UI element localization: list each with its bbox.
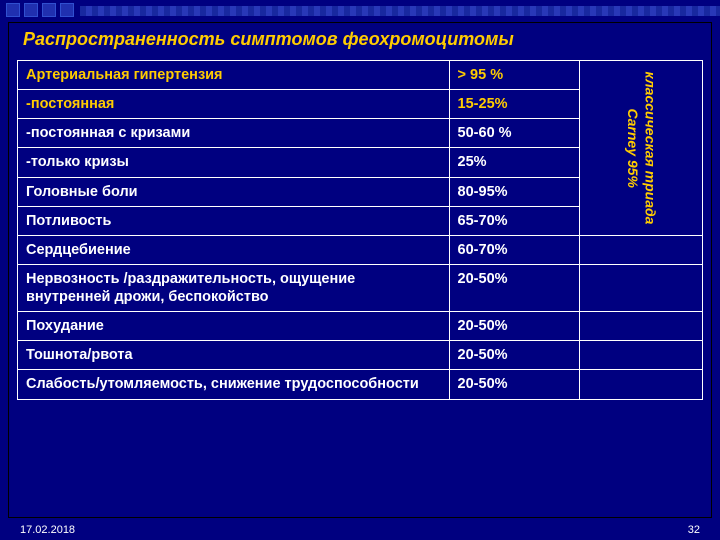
table-row: Похудание20-50%	[18, 312, 703, 341]
table-row: Тошнота/рвота20-50%	[18, 341, 703, 370]
symptom-cell: -только кризы	[18, 148, 450, 177]
table-row: Сердцебиение60-70%	[18, 235, 703, 264]
symptom-cell: Нервозность /раздражительность, ощущение…	[18, 264, 450, 311]
symptom-cell: Слабость/утомляемость, снижение трудоспо…	[18, 370, 450, 399]
value-cell: 25%	[449, 148, 579, 177]
empty-cell	[579, 341, 702, 370]
empty-cell	[579, 312, 702, 341]
title-block: Распространенность симптомов феохромоцит…	[9, 23, 711, 60]
table-row: Нервозность /раздражительность, ощущение…	[18, 264, 703, 311]
slide-frame: Распространенность симптомов феохромоцит…	[8, 22, 712, 518]
side-label: классическая триада Carney 95%	[623, 71, 658, 224]
footer-date: 17.02.2018	[20, 524, 75, 536]
value-cell: 20-50%	[449, 312, 579, 341]
value-cell: 50-60 %	[449, 119, 579, 148]
value-cell: > 95 %	[449, 61, 579, 90]
deco-squares	[0, 0, 80, 22]
symptoms-table: Артериальная гипертензия> 95 % классическ…	[17, 60, 703, 400]
symptom-cell: Тошнота/рвота	[18, 341, 450, 370]
symptom-cell: Головные боли	[18, 177, 450, 206]
symptom-cell: Похудание	[18, 312, 450, 341]
value-cell: 20-50%	[449, 341, 579, 370]
empty-cell	[579, 235, 702, 264]
footer-page: 32	[688, 524, 700, 536]
value-cell: 15-25%	[449, 90, 579, 119]
table-row: Слабость/утомляемость, снижение трудоспо…	[18, 370, 703, 399]
deco-bar	[80, 6, 720, 16]
value-cell: 80-95%	[449, 177, 579, 206]
value-cell: 60-70%	[449, 235, 579, 264]
slide-title: Распространенность симптомов феохромоцит…	[23, 29, 697, 50]
empty-cell	[579, 370, 702, 399]
symptom-cell: Сердцебиение	[18, 235, 450, 264]
table-body: Артериальная гипертензия> 95 % классическ…	[18, 61, 703, 400]
value-cell: 20-50%	[449, 264, 579, 311]
value-cell: 20-50%	[449, 370, 579, 399]
side-label-cell: классическая триада Carney 95%	[579, 61, 702, 236]
table-row: Артериальная гипертензия> 95 %классическ…	[18, 61, 703, 90]
symptom-cell: Потливость	[18, 206, 450, 235]
top-decoration	[0, 0, 720, 22]
empty-cell	[579, 264, 702, 311]
symptom-cell: -постоянная	[18, 90, 450, 119]
symptom-cell: Артериальная гипертензия	[18, 61, 450, 90]
value-cell: 65-70%	[449, 206, 579, 235]
symptom-cell: -постоянная с кризами	[18, 119, 450, 148]
footer: 17.02.2018 32	[0, 524, 720, 536]
